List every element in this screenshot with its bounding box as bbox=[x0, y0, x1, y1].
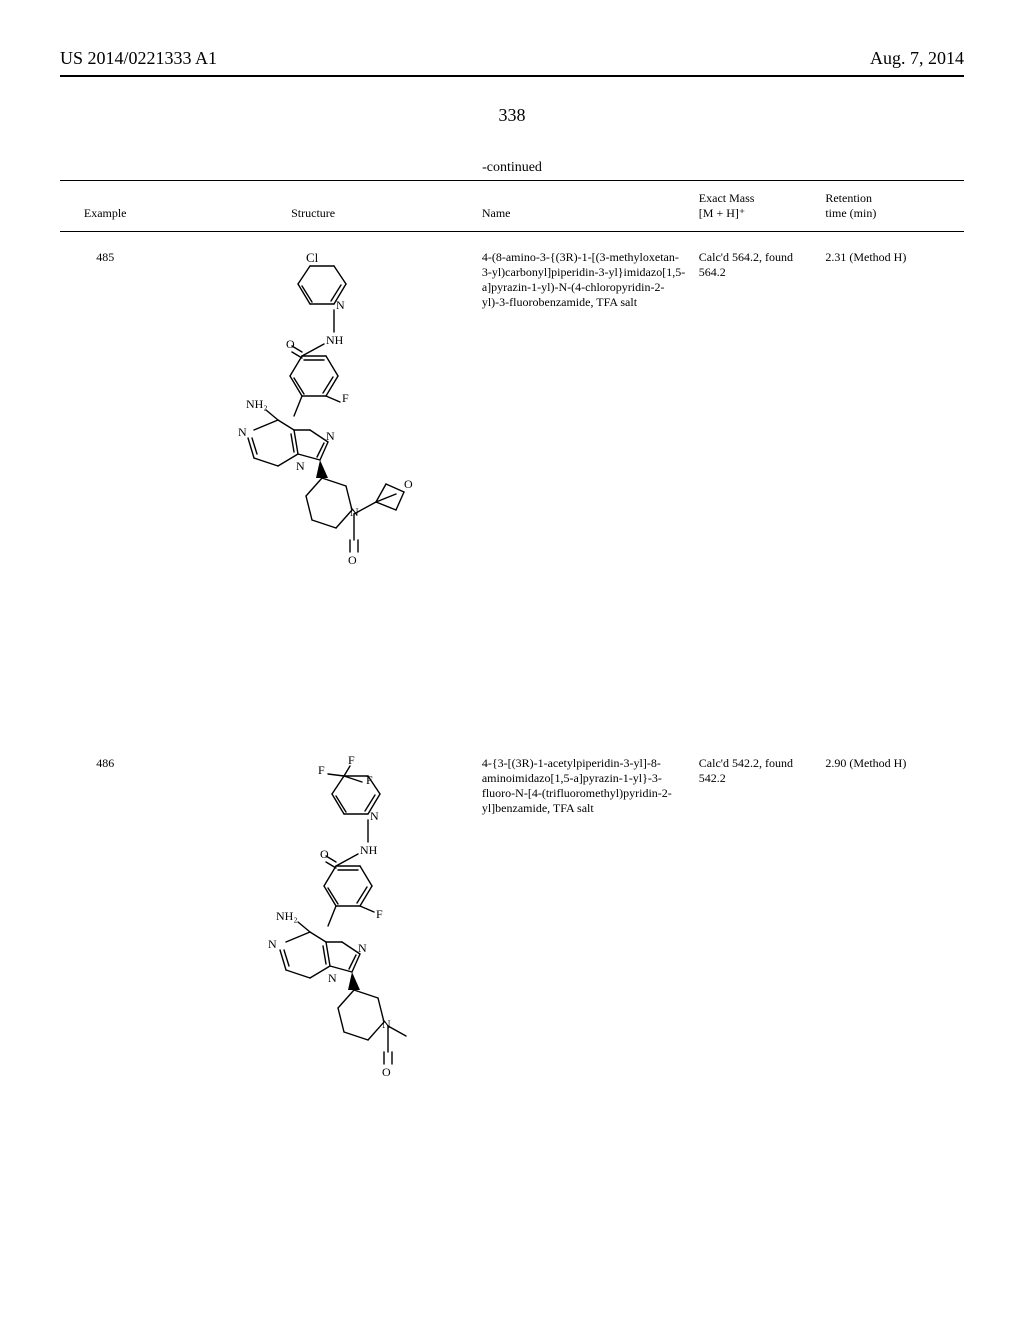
label-n: N bbox=[382, 1017, 391, 1031]
label-o: O bbox=[348, 553, 357, 567]
col-rt-line1: Retention bbox=[825, 191, 872, 205]
structure-diagram: Cl N NH bbox=[198, 244, 428, 664]
table-row: 486 F F F bbox=[60, 738, 964, 1198]
col-structure: Structure bbox=[150, 181, 475, 232]
cell-mass: Calc'd 564.2, found 564.2 bbox=[693, 232, 820, 672]
label-nh2: NH₂ bbox=[276, 909, 298, 923]
label-n: N bbox=[328, 971, 337, 985]
label-cl: Cl bbox=[306, 250, 319, 265]
label-nh: NH bbox=[360, 843, 378, 857]
cell-example: 485 bbox=[60, 232, 150, 672]
label-f: F bbox=[318, 763, 325, 777]
label-n: N bbox=[296, 459, 305, 473]
label-nh2: NH₂ bbox=[246, 397, 268, 411]
cell-name: 4-(8-amino-3-{(3R)-1-[(3-methyloxetan-3-… bbox=[476, 232, 693, 672]
col-mass: Exact Mass [M + H]⁺ bbox=[693, 181, 820, 232]
page-number: 338 bbox=[60, 105, 964, 126]
label-o: O bbox=[320, 847, 329, 861]
label-n: N bbox=[238, 425, 247, 439]
label-n: N bbox=[336, 298, 345, 312]
label-f: F bbox=[348, 753, 355, 767]
label-n: N bbox=[326, 429, 335, 443]
label-o: O bbox=[286, 337, 295, 351]
label-o: O bbox=[404, 477, 413, 491]
label-n: N bbox=[370, 809, 379, 823]
page-header: US 2014/0221333 A1 Aug. 7, 2014 bbox=[60, 48, 964, 69]
cell-structure: F F F N bbox=[150, 738, 475, 1198]
publication-number: US 2014/0221333 A1 bbox=[60, 48, 217, 69]
row-spacer bbox=[60, 672, 964, 738]
compound-table: Example Structure Name Exact Mass [M + H… bbox=[60, 180, 964, 1198]
label-n: N bbox=[268, 937, 277, 951]
label-f: F bbox=[366, 773, 373, 787]
col-example: Example bbox=[60, 181, 150, 232]
label-f: F bbox=[376, 907, 383, 921]
publication-date: Aug. 7, 2014 bbox=[870, 48, 964, 69]
label-f: F bbox=[342, 391, 349, 405]
header-rule bbox=[60, 75, 964, 77]
cell-name: 4-{3-[(3R)-1-acetylpiperidin-3-yl]-8-ami… bbox=[476, 738, 693, 1198]
structure-diagram: F F F N bbox=[198, 750, 428, 1190]
cell-mass: Calc'd 542.2, found 542.2 bbox=[693, 738, 820, 1198]
col-rt-line2: time (min) bbox=[825, 206, 876, 220]
continued-label: -continued bbox=[60, 160, 964, 176]
table-row: 485 Cl N bbox=[60, 232, 964, 672]
cell-rt: 2.90 (Method H) bbox=[819, 738, 964, 1198]
cell-example: 486 bbox=[60, 738, 150, 1198]
label-o: O bbox=[382, 1065, 391, 1079]
col-mass-line1: Exact Mass bbox=[699, 191, 755, 205]
label-nh: NH bbox=[326, 333, 344, 347]
col-name: Name bbox=[476, 181, 693, 232]
page: US 2014/0221333 A1 Aug. 7, 2014 338 -con… bbox=[0, 0, 1024, 1320]
col-mass-line2: [M + H]⁺ bbox=[699, 206, 745, 220]
label-n: N bbox=[358, 941, 367, 955]
cell-structure: Cl N NH bbox=[150, 232, 475, 672]
cell-rt: 2.31 (Method H) bbox=[819, 232, 964, 672]
col-rt: Retention time (min) bbox=[819, 181, 964, 232]
